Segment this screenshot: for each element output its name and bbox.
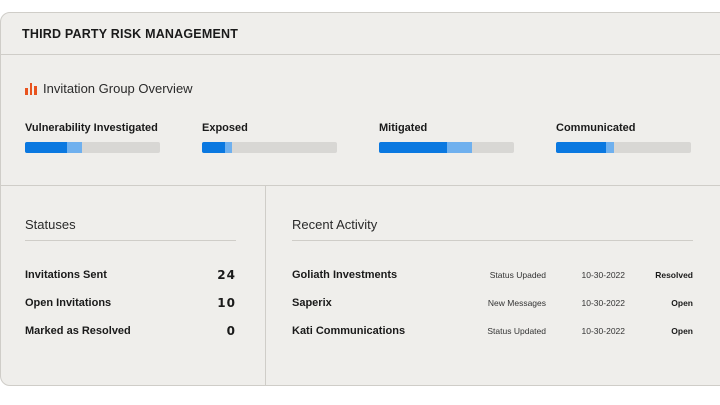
bottom-panels: Statuses Invitations Sent 24 Open Invita… [1,186,720,385]
activity-status: New Messages [487,298,546,308]
activity-date: 10-30-2022 [581,326,625,336]
status-label: Invitations Sent [25,269,107,281]
metric-label: Communicated [556,122,636,134]
status-label: Marked as Resolved [25,325,131,337]
activity-list: Goliath Investments Status Upaded 10-30-… [292,261,693,345]
progress-secondary [224,142,232,153]
statuses-panel: Statuses Invitations Sent 24 Open Invita… [1,186,266,385]
progress-secondary [446,142,473,153]
progress-secondary [66,142,82,153]
status-row-invitations-sent: Invitations Sent 24 [25,261,236,289]
activity-name[interactable]: Kati Communications [292,325,406,337]
activity-state: Resolved [655,270,693,280]
activity-row[interactable]: Kati Communications Status Updated 10-30… [292,317,693,345]
activity-status: Status Upaded [489,270,546,280]
card-header: THIRD PARTY RISK MANAGEMENT [1,13,720,55]
progress-bar [202,142,337,153]
status-value: 0 [226,324,236,338]
status-label: Open Invitations [25,297,112,309]
progress-primary [25,142,67,153]
metric-label: Exposed [202,122,248,134]
progress-primary [556,142,606,153]
overview-title: Invitation Group Overview [43,81,193,96]
status-row-marked-resolved: Marked as Resolved 0 [25,317,236,345]
invitation-group-overview: Invitation Group Overview Vulnerability … [1,55,720,186]
metric-label: Mitigated [379,122,428,134]
activity-status: Status Updated [487,326,546,336]
metric-vulnerability-investigated: Vulnerability Investigated [25,122,202,153]
activity-state: Open [671,326,693,336]
activity-name[interactable]: Saperix [292,297,332,309]
activity-row[interactable]: Saperix New Messages 10-30-2022 Open [292,289,693,317]
risk-management-card: THIRD PARTY RISK MANAGEMENT Invitation G… [0,12,720,386]
progress-bar [25,142,160,153]
activity-title: Recent Activity [292,217,693,241]
page-title: THIRD PARTY RISK MANAGEMENT [22,26,239,41]
metric-mitigated: Mitigated [379,122,556,153]
metric-exposed: Exposed [202,122,379,153]
progress-primary [202,142,225,153]
status-value: 24 [217,268,236,282]
activity-date: 10-30-2022 [581,298,625,308]
activity-date: 10-30-2022 [581,270,625,280]
status-value: 10 [217,296,236,310]
progress-secondary [605,142,615,153]
progress-bar [556,142,691,153]
recent-activity-panel: Recent Activity Goliath Investments Stat… [266,186,720,385]
activity-row[interactable]: Goliath Investments Status Upaded 10-30-… [292,261,693,289]
status-row-open-invitations: Open Invitations 10 [25,289,236,317]
progress-bar [379,142,514,153]
overview-heading: Invitation Group Overview [25,81,193,96]
activity-name[interactable]: Goliath Investments [292,269,398,281]
status-list: Invitations Sent 24 Open Invitations 10 … [25,261,236,345]
metrics-row: Vulnerability Investigated Exposed Mitig… [25,122,720,153]
metric-communicated: Communicated [556,122,720,153]
metric-label: Vulnerability Investigated [25,122,158,134]
activity-state: Open [671,298,693,308]
bar-chart-icon [25,82,38,95]
progress-primary [379,142,447,153]
statuses-title: Statuses [25,217,236,241]
